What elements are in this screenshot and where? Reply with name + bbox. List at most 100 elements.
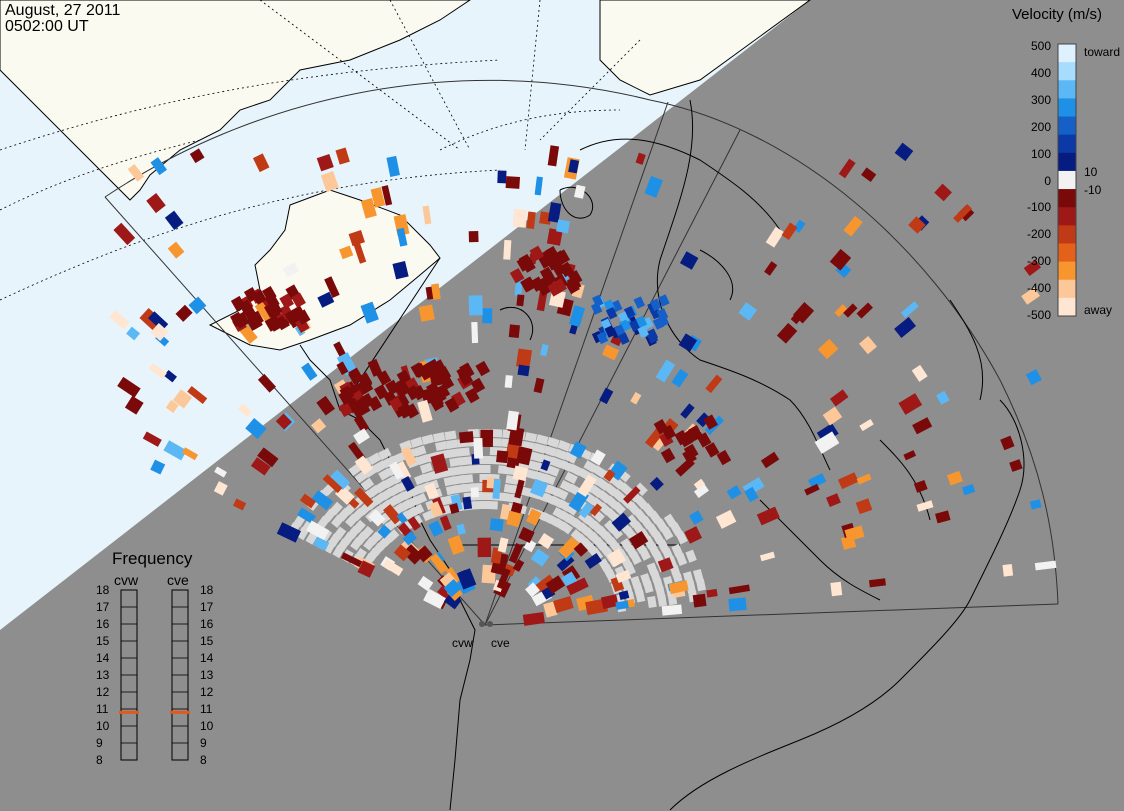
velocity-cell: [540, 344, 549, 357]
velocity-cell: [682, 448, 697, 465]
radar-label-cvw: cvw: [452, 636, 473, 650]
velocity-cell: [569, 463, 583, 477]
velocity-cell: [480, 429, 494, 447]
colorbar-tick-label: 0: [1044, 173, 1051, 188]
velocity-cell: [257, 447, 279, 468]
velocity-cell: [378, 447, 392, 460]
velocity-cell: [804, 483, 820, 496]
velocity-cell: [546, 465, 560, 477]
velocity-cell: [661, 604, 683, 616]
velocity-cell: [512, 208, 528, 228]
frequency-scale-label: 15: [200, 634, 214, 648]
velocity-cell: [612, 501, 626, 516]
velocity-cell: [447, 535, 465, 556]
velocity-cell: [353, 415, 370, 433]
velocity-cell: [295, 317, 310, 333]
velocity-cell: [516, 294, 525, 307]
velocity-scatter: [109, 142, 1057, 626]
velocity-cell: [577, 474, 597, 497]
velocity-cell: [678, 333, 698, 352]
velocity-cell: [252, 153, 270, 173]
velocity-cell: [615, 569, 632, 584]
velocity-cell: [382, 455, 397, 469]
velocity-cell: [661, 526, 674, 541]
velocity-cell: [506, 410, 519, 431]
velocity-cell: [624, 562, 636, 576]
velocity-cell: [124, 395, 144, 415]
velocity-cell: [555, 487, 569, 501]
velocity-cell: [418, 365, 434, 381]
velocity-cell: [685, 549, 697, 563]
velocity-cell: [322, 474, 343, 494]
velocity-cell: [566, 577, 589, 596]
velocity-cell: [479, 456, 491, 464]
velocity-cell: [363, 465, 378, 478]
velocity-cell: [619, 482, 633, 496]
velocity-cell: [526, 508, 542, 526]
velocity-cell: [458, 447, 470, 457]
velocity-cell: [407, 516, 421, 531]
velocity-cell: [523, 539, 537, 553]
velocity-cell: [301, 362, 318, 381]
velocity-cell: [428, 520, 444, 537]
velocity-cell: [165, 399, 179, 413]
velocity-cell: [855, 498, 873, 515]
velocity-cell: [232, 498, 247, 511]
velocity-cell: [400, 475, 415, 492]
velocity-cell: [446, 439, 459, 450]
velocity-cell: [534, 176, 543, 196]
colorbar-segment: [1058, 207, 1076, 226]
velocity-cell: [435, 383, 451, 400]
time-label: 0502:00 UT: [5, 18, 89, 35]
velocity-cell: [233, 313, 249, 329]
velocity-cell: [410, 436, 424, 448]
velocity-cell: [333, 526, 347, 541]
velocity-cell: [316, 395, 336, 416]
velocity-cell: [482, 308, 493, 324]
frequency-scale-label: 18: [200, 583, 214, 597]
colorbar-title: Velocity (m/s): [1012, 6, 1103, 23]
velocity-cell: [657, 557, 674, 573]
velocity-cell: [377, 524, 392, 539]
colorbar-top-label: toward: [1084, 45, 1121, 59]
velocity-cell: [618, 332, 630, 345]
velocity-cell: [829, 248, 852, 271]
velocity-cell: [469, 464, 482, 474]
velocity-cell: [470, 377, 486, 394]
velocity-cell: [527, 460, 541, 471]
date-label: August, 27 2011: [5, 2, 121, 19]
velocity-cell: [684, 526, 703, 544]
velocity-cell: [522, 611, 545, 626]
velocity-cell: [336, 352, 358, 376]
velocity-cell: [508, 324, 520, 338]
velocity-cell: [490, 437, 502, 447]
velocity-cell: [499, 503, 511, 520]
velocity-cell: [829, 389, 849, 407]
velocity-cell: [962, 484, 976, 496]
velocity-cell: [543, 445, 557, 457]
velocity-cell: [635, 590, 646, 603]
velocity-cell: [607, 548, 626, 568]
velocity-cell: [559, 261, 574, 278]
velocity-cell: [542, 473, 556, 486]
frequency-col-cvw: cvw: [114, 572, 139, 588]
velocity-cell: [564, 502, 579, 516]
colorbar-segment: [1058, 116, 1076, 136]
velocity-cell: [564, 471, 578, 485]
velocity-cell: [550, 456, 564, 469]
velocity-cell: [383, 504, 403, 525]
velocity-cell: [311, 490, 334, 511]
velocity-cell: [109, 310, 130, 330]
velocity-cell: [1002, 563, 1014, 577]
velocity-cell: [1034, 560, 1057, 571]
velocity-cell: [646, 331, 659, 344]
velocity-cell: [859, 336, 878, 355]
velocity-cell: [693, 478, 706, 490]
velocity-cell: [354, 455, 373, 475]
velocity-cell: [382, 558, 404, 577]
velocity-cell: [559, 521, 573, 535]
velocity-cell: [814, 431, 840, 454]
velocity-cell: [470, 487, 480, 498]
velocity-cell: [859, 419, 874, 432]
velocity-cell: [679, 251, 699, 270]
